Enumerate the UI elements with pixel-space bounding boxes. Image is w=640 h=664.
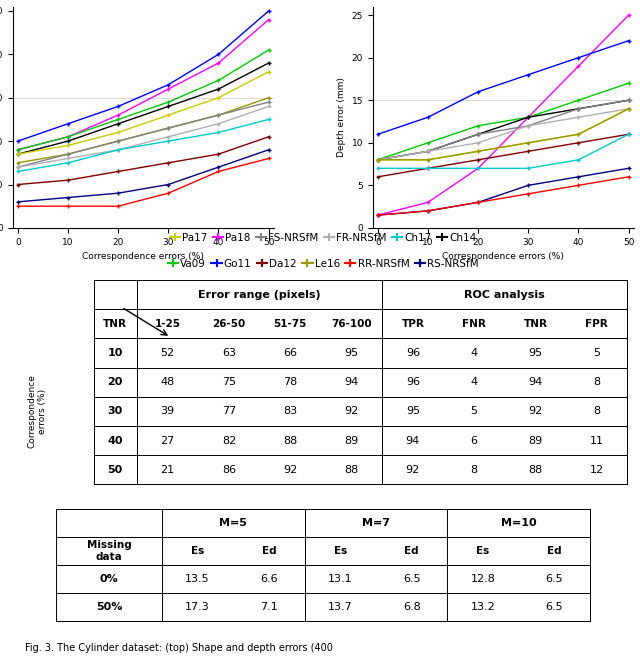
- X-axis label: Correspondence errors (%): Correspondence errors (%): [442, 252, 564, 261]
- Text: 13.1: 13.1: [328, 574, 353, 584]
- Text: TNR: TNR: [103, 319, 127, 329]
- Y-axis label: Depth error (mm): Depth error (mm): [337, 77, 346, 157]
- Text: FNR: FNR: [462, 319, 486, 329]
- Text: 92: 92: [283, 465, 298, 475]
- Text: Es: Es: [191, 546, 204, 556]
- Text: M=5: M=5: [220, 518, 247, 528]
- Text: 89: 89: [528, 436, 543, 446]
- Text: 50: 50: [108, 465, 123, 475]
- Text: Error range (pixels): Error range (pixels): [198, 290, 321, 299]
- Text: 52: 52: [161, 348, 175, 358]
- Text: 0%: 0%: [100, 574, 118, 584]
- Text: TPR: TPR: [401, 319, 424, 329]
- Text: 76-100: 76-100: [332, 319, 372, 329]
- Text: 27: 27: [161, 436, 175, 446]
- Text: Correspondence
errors (%): Correspondence errors (%): [28, 374, 47, 448]
- Text: 92: 92: [344, 406, 358, 416]
- Text: 10: 10: [108, 348, 123, 358]
- Text: 8: 8: [470, 465, 477, 475]
- Text: 77: 77: [222, 406, 236, 416]
- Text: 26-50: 26-50: [212, 319, 246, 329]
- Text: 48: 48: [161, 377, 175, 387]
- Text: 13.7: 13.7: [328, 602, 353, 612]
- Text: 82: 82: [222, 436, 236, 446]
- Text: 39: 39: [161, 406, 175, 416]
- Text: 92: 92: [406, 465, 420, 475]
- Text: Ed: Ed: [404, 546, 419, 556]
- Text: 5: 5: [470, 406, 477, 416]
- Text: 92: 92: [528, 406, 543, 416]
- Text: 95: 95: [344, 348, 358, 358]
- Text: 6.5: 6.5: [403, 574, 420, 584]
- Text: 96: 96: [406, 348, 420, 358]
- Text: 51-75: 51-75: [273, 319, 307, 329]
- Text: 6.6: 6.6: [260, 574, 278, 584]
- Text: 75: 75: [222, 377, 236, 387]
- Text: FPR: FPR: [586, 319, 608, 329]
- Text: 12: 12: [589, 465, 604, 475]
- Text: 11: 11: [589, 436, 604, 446]
- Text: 50%: 50%: [96, 602, 122, 612]
- Text: Ed: Ed: [547, 546, 562, 556]
- Text: 6: 6: [470, 436, 477, 446]
- Text: 6.5: 6.5: [546, 602, 563, 612]
- Text: 94: 94: [344, 377, 358, 387]
- Text: 83: 83: [283, 406, 298, 416]
- Text: 94: 94: [406, 436, 420, 446]
- Legend: Va09, Go11, Da12, Le16, RR-NRSfM, RS-NRSfM: Va09, Go11, Da12, Le16, RR-NRSfM, RS-NRS…: [164, 254, 483, 273]
- Text: 88: 88: [283, 436, 298, 446]
- Text: 20: 20: [108, 377, 123, 387]
- Text: TNR: TNR: [524, 319, 547, 329]
- Text: Es: Es: [333, 546, 347, 556]
- Text: 30: 30: [108, 406, 123, 416]
- Text: M=7: M=7: [362, 518, 390, 528]
- Text: 17.3: 17.3: [185, 602, 210, 612]
- Text: 40: 40: [108, 436, 123, 446]
- Text: 95: 95: [529, 348, 543, 358]
- Text: 8: 8: [593, 377, 600, 387]
- Text: 88: 88: [528, 465, 543, 475]
- Text: Missing
data: Missing data: [86, 540, 131, 562]
- Text: M=10: M=10: [501, 518, 536, 528]
- Text: 6.8: 6.8: [403, 602, 420, 612]
- X-axis label: Correspondence errors (%): Correspondence errors (%): [83, 252, 204, 261]
- Text: 66: 66: [284, 348, 297, 358]
- Text: 78: 78: [283, 377, 298, 387]
- Text: 6.5: 6.5: [546, 574, 563, 584]
- Text: 95: 95: [406, 406, 420, 416]
- Text: Fig. 3. The Cylinder dataset: (top) Shape and depth errors (400: Fig. 3. The Cylinder dataset: (top) Shap…: [25, 643, 333, 653]
- Text: 5: 5: [593, 348, 600, 358]
- Text: 8: 8: [593, 406, 600, 416]
- Text: 4: 4: [470, 348, 477, 358]
- Text: 7.1: 7.1: [260, 602, 278, 612]
- Text: 13.5: 13.5: [185, 574, 210, 584]
- Text: 86: 86: [222, 465, 236, 475]
- Text: 13.2: 13.2: [470, 602, 495, 612]
- Text: Es: Es: [476, 546, 490, 556]
- Text: 12.8: 12.8: [470, 574, 495, 584]
- Text: 4: 4: [470, 377, 477, 387]
- Text: 94: 94: [528, 377, 543, 387]
- Text: 96: 96: [406, 377, 420, 387]
- Text: 1-25: 1-25: [155, 319, 180, 329]
- Text: Ed: Ed: [262, 546, 276, 556]
- Text: 88: 88: [344, 465, 358, 475]
- Text: 21: 21: [161, 465, 175, 475]
- Text: ROC analysis: ROC analysis: [465, 290, 545, 299]
- Text: 89: 89: [344, 436, 358, 446]
- Text: 63: 63: [222, 348, 236, 358]
